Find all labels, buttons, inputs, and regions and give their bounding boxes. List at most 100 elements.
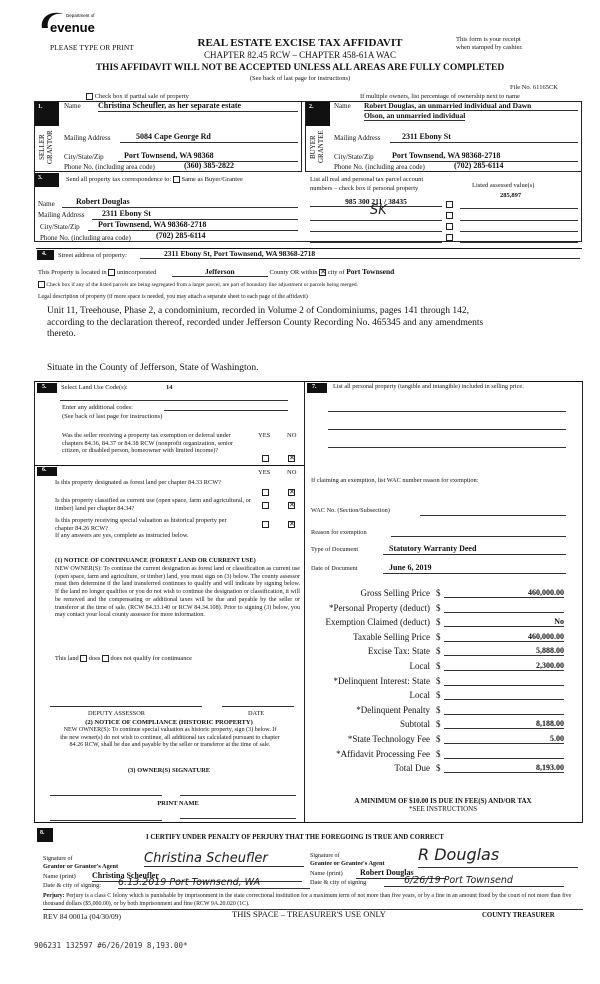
amount-value[interactable] [444,603,564,613]
seller-city[interactable]: Port Townsend, WA 98368 [118,151,298,162]
exemption-yes-checkbox[interactable] [262,455,269,462]
doc-type-value[interactable]: Statutory Warranty Deed [383,544,566,555]
amount-value[interactable]: 8,188.00 [444,719,564,730]
value-line-1[interactable] [460,208,578,209]
buyer-phone[interactable]: (702) 285-6114 [450,161,578,172]
amount-value[interactable]: 2,300.00 [444,661,564,671]
buyer-mailing[interactable]: 2311 Ebony St [390,132,578,143]
amount-row: Excise Tax: State $5,888.00 [300,646,590,657]
notice-continuance-title: (1) NOTICE OF CONTINUANCE (FOREST LAND O… [55,557,256,564]
additional-codes-field[interactable] [164,410,288,411]
right-border [582,381,583,823]
current-use-yes-checkbox[interactable] [262,502,269,509]
legal-description[interactable]: Unit 11, Treehouse, Phase 2, a condomini… [47,306,484,339]
amount-value[interactable]: 460,000.00 [444,632,564,642]
wac-no-field[interactable] [420,515,566,516]
amount-row: *Personal Property (deduct) $ [300,603,590,614]
current-use-no-checkbox[interactable]: ✕ [288,501,295,509]
perjury-text: Perjury is a class C felony which is pun… [43,893,572,907]
corr-name[interactable]: Robert Douglas [62,197,298,208]
land-use-code[interactable]: 14 [166,384,173,391]
send-correspondence-label: Send all property tax correspondence to: [66,176,172,183]
seller-name[interactable]: Christina Scheufler, as her separate est… [98,101,298,112]
grantor-date-city[interactable]: 6.13.2019 Port Townsend, WA [118,877,310,890]
forest-land-question: Is this property designated as forest la… [55,479,221,486]
seller-mailing[interactable]: 5084 Cape George Rd [120,132,298,143]
amount-value[interactable] [444,705,564,715]
grantee-signature[interactable]: R Douglas [418,846,578,868]
amount-value[interactable]: No [444,617,564,628]
value-line-2[interactable] [460,220,578,221]
parcel-line-3[interactable] [310,231,442,232]
deputy-assessor-line[interactable] [50,706,202,707]
grantee-date-city[interactable]: 6/26/19 Port Townsend [384,875,564,888]
reason-exemption-field[interactable] [391,536,566,537]
amount-value[interactable] [444,676,564,686]
historical-no-checkbox[interactable]: ✕ [288,520,295,528]
buyer-name-label: Name [334,102,351,110]
date-line[interactable] [222,706,294,707]
property-street-address[interactable]: 2311 Ebony St, Port Townsend, WA 98368-2… [140,249,580,260]
county-value[interactable]: Jefferson [171,267,268,278]
personal-property-checkbox-3[interactable] [446,223,453,230]
doc-date-value[interactable]: June 6, 2019 [383,563,566,574]
amount-value[interactable]: 460,000.00 [444,588,564,598]
amount-value[interactable]: 8,193.00 [444,763,564,774]
amount-value[interactable]: 5,888.00 [444,646,564,657]
within-city-checkbox[interactable]: ✕ [319,268,327,277]
parcel-line-2[interactable] [310,220,442,221]
value-line-4[interactable] [460,242,578,243]
amount-value[interactable] [444,690,564,701]
buyer-city-label: City/State/Zip [334,153,374,161]
partial-sale-checkbox[interactable] [86,93,93,101]
exemption-wac-label: If claiming an exemption, list WAC numbe… [311,477,479,484]
corr-city[interactable]: Port Townsend, WA 98368-2718 [88,220,298,231]
revenue-logo-icon: evenue Department of [41,12,95,35]
personal-property-line-2[interactable] [328,429,566,430]
unincorporated-checkbox[interactable] [108,269,116,277]
buyer-city[interactable]: Port Townsend, WA 98368-2718 [390,151,578,162]
exemption-no-checkbox[interactable]: ✕ [288,454,295,462]
grantee-agent-label: Grantee or Grantee's Agent [310,860,385,867]
initials-signature: SK [370,203,387,218]
buyer-name-line-2[interactable]: Olson, an unmarried individual [364,111,466,121]
segregated-checkbox[interactable] [38,281,45,288]
personal-property-line-1[interactable] [328,411,566,412]
owner-signature-line-2[interactable] [180,795,296,796]
forest-yes-checkbox[interactable] [262,489,269,496]
seller-phone[interactable]: (360) 385-2822 [180,161,298,172]
parcel-line-4[interactable] [310,242,442,243]
please-type: PLEASE TYPE OR PRINT [50,43,134,52]
amount-row: Exemption Claimed (deduct) $ No [300,617,590,628]
buyer-name-line-1[interactable]: Robert Douglas, an unmarried individual … [364,101,578,112]
forest-no-checkbox[interactable]: ✕ [288,488,295,496]
amount-label: *Affidavit Processing Fee [336,748,430,759]
grantor-print-name[interactable]: Christina Scheufler [92,871,302,882]
same-as-buyer-checkbox[interactable] [172,176,180,184]
value-line-3[interactable] [460,231,578,232]
personal-property-line-3[interactable] [328,447,566,448]
amount-row: Local $ [300,690,590,701]
does-not-checkbox[interactable] [101,655,109,662]
see-back: (See back of last page for instructions) [249,75,351,82]
section-1-label: 1. [35,102,59,126]
corr-mailing[interactable]: 2311 Ebony St [92,209,298,220]
section-8-label: 8. [37,828,53,842]
print-name-line-2[interactable] [180,818,296,819]
owner-signature-line-1[interactable] [50,795,162,796]
dollar-sign: $ [436,719,441,730]
does-checkbox[interactable] [80,655,88,662]
grantee-print-name[interactable]: Robert Douglas [356,868,446,879]
grantor-signature[interactable]: Christina Scheufler [144,851,304,868]
personal-property-checkbox-1[interactable] [446,201,453,208]
historical-yes-checkbox[interactable] [262,521,269,528]
corr-mailing-label: Mailing Address [38,211,85,219]
corr-phone[interactable]: (702) 285-6114 [132,231,298,242]
situate-text[interactable]: Situate in the County of Jefferson, Stat… [47,363,259,373]
amount-value[interactable] [444,749,564,759]
personal-property-checkbox-2[interactable] [446,212,453,219]
amount-value[interactable]: 5.00 [444,734,564,744]
print-name-line-1[interactable] [50,820,162,821]
personal-property-checkbox-4[interactable] [446,234,453,241]
parcel-number[interactable]: 985 300 211 / 38435 [310,197,442,208]
